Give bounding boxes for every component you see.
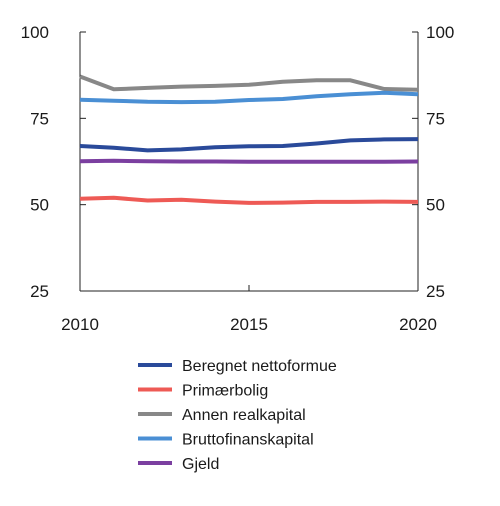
- legend-label: Gjeld: [182, 456, 219, 473]
- series-line-1: [79, 137, 419, 153]
- legend-label: Annen realkapital: [182, 407, 306, 424]
- x-tick-label: 2010: [61, 315, 99, 334]
- x-tick-label: 2015: [230, 315, 268, 334]
- plot-area: [79, 31, 419, 292]
- legend-label: Beregnet nettoformue: [182, 358, 337, 375]
- series-line-3: [79, 74, 419, 92]
- y-tick-label-right: 75: [426, 109, 445, 128]
- legend-label: Primærbolig: [182, 383, 268, 400]
- y-tick-label-left: 25: [30, 282, 49, 301]
- legend: Beregnet nettoformue Primærbolig Annen rea…: [138, 358, 337, 473]
- series-lines: [79, 74, 419, 205]
- series-line-2: [79, 195, 419, 205]
- y-tick-label-right: 100: [426, 23, 454, 42]
- y-tick-label-left: 50: [30, 196, 49, 215]
- y-tick-label-right: 50: [426, 196, 445, 215]
- legend-label: Bruttofinanskapital: [182, 432, 314, 449]
- y-tick-label-right: 25: [426, 282, 445, 301]
- y-tick-label-left: 75: [30, 109, 49, 128]
- y-axis-right-labels: 25 50 75 100: [426, 23, 454, 301]
- y-axis-left-labels: 25 50 75 100: [21, 23, 49, 301]
- series-line-5: [79, 158, 419, 164]
- y-tick-label-left: 100: [21, 23, 49, 42]
- series-line-4: [79, 90, 419, 105]
- x-axis-labels: 2010 2015 2020: [61, 315, 437, 334]
- x-tick-label: 2020: [399, 315, 437, 334]
